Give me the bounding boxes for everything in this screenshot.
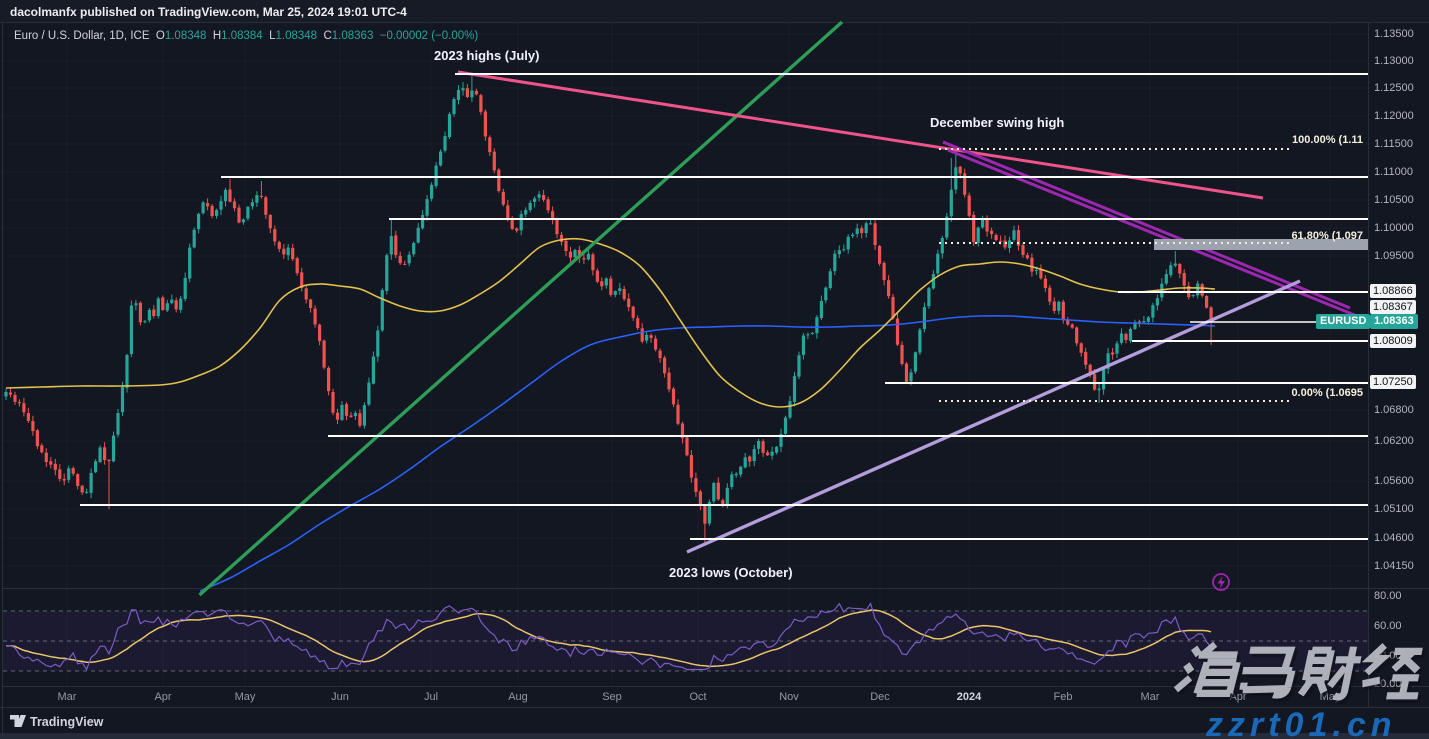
svg-text:TradingView: TradingView [30, 715, 104, 729]
